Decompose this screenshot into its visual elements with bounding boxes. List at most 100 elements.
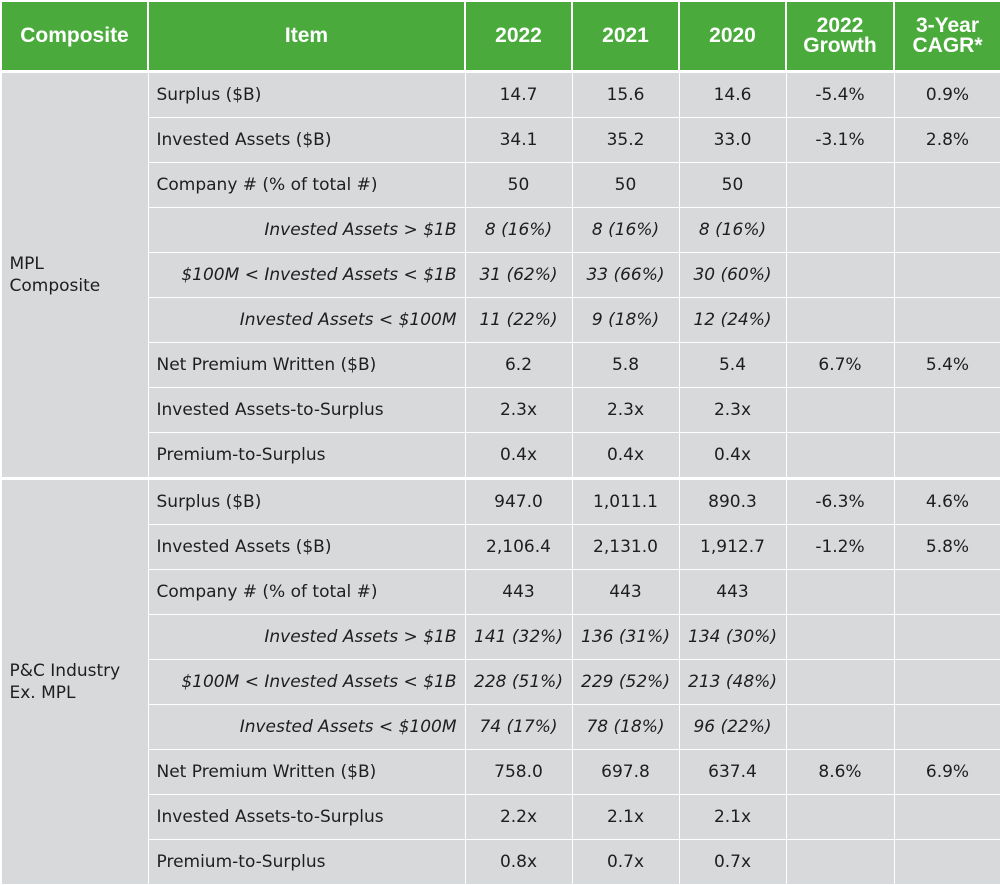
item-cell: Invested Assets > $1B: [147, 614, 466, 660]
table-row: MPL Composite Surplus ($B) 14.7 15.6 14.6 -5.…: [0, 70, 1000, 479]
item-cell: Net Premium Written ($B): [147, 342, 466, 388]
composite-group-label: MPL Composite: [0, 70, 149, 479]
cagr-3-year-cell: [893, 387, 1000, 433]
header-composite: Composite: [0, 0, 149, 73]
value-2021-cell: 2.3x: [571, 387, 680, 433]
header-2021: 2021: [571, 0, 680, 73]
header-row: Composite Item 2022 2021 2020 2022 Growt…: [0, 0, 1000, 73]
cagr-3-year-cell: [893, 794, 1000, 840]
value-2021-cell: 8 (16%): [571, 207, 680, 253]
table-row: $100M < Invested Assets < $1B 31 (62%) 33 …: [1, 252, 1000, 298]
value-2022-cell: 2.3x: [464, 387, 573, 433]
header-2020: 2020: [678, 0, 787, 73]
item-cell: $100M < Invested Assets < $1B: [147, 252, 466, 298]
value-2021-cell: 15.6: [571, 70, 680, 118]
table-body: MPL Composite Surplus ($B) 14.7 15.6 14.6 -5.…: [0, 70, 1000, 885]
growth-2022-cell: [785, 839, 895, 885]
value-2021-cell: 136 (31%): [571, 614, 680, 660]
value-2022-cell: 0.4x: [464, 432, 573, 479]
value-2022-cell: 6.2: [464, 342, 573, 388]
growth-2022-cell: [785, 207, 895, 253]
growth-2022-cell: -5.4%: [785, 70, 895, 118]
value-2020-cell: 5.4: [678, 342, 787, 388]
value-2020-cell: 14.6: [678, 70, 787, 118]
table-row: P&C Industry Ex. MPL Surplus ($B) 947.0 1,0…: [0, 477, 1000, 885]
value-2021-cell: 35.2: [571, 117, 680, 163]
value-2022-cell: 50: [464, 162, 573, 208]
table-row: Company # (% of total #) 50 50 50: [1, 162, 1000, 208]
growth-2022-cell: [785, 659, 895, 705]
value-2020-cell: 890.3: [678, 477, 787, 525]
cagr-3-year-cell: 2.8%: [893, 117, 1000, 163]
growth-2022-cell: [785, 569, 895, 615]
item-cell: Invested Assets < $100M: [147, 704, 466, 750]
value-2022-cell: 31 (62%): [464, 252, 573, 298]
value-2022-cell: 14.7: [464, 70, 573, 118]
value-2020-cell: 8 (16%): [678, 207, 787, 253]
value-2022-cell: 443: [464, 569, 573, 615]
item-cell: Invested Assets-to-Surplus: [147, 794, 466, 840]
table-row: Invested Assets-to-Surplus 2.3x 2.3x 2.3x: [1, 387, 1000, 433]
growth-2022-cell: -3.1%: [785, 117, 895, 163]
item-cell: Premium-to-Surplus: [147, 839, 466, 885]
value-2021-cell: 443: [571, 569, 680, 615]
growth-2022-cell: [785, 252, 895, 298]
value-2022-cell: 228 (51%): [464, 659, 573, 705]
value-2021-cell: 0.4x: [571, 432, 680, 479]
value-2022-cell: 34.1: [464, 117, 573, 163]
cagr-3-year-cell: [893, 297, 1000, 343]
value-2022-cell: 11 (22%): [464, 297, 573, 343]
cagr-3-year-cell: [893, 569, 1000, 615]
value-2020-cell: 33.0: [678, 117, 787, 163]
item-cell: Invested Assets > $1B: [147, 207, 466, 253]
table-row: Net Premium Written ($B) 758.0 697.8 637.4 8…: [1, 749, 1000, 795]
table-row: Net Premium Written ($B) 6.2 5.8 5.4 6.7% 5.4…: [1, 342, 1000, 388]
item-cell: Invested Assets ($B): [147, 524, 466, 570]
cagr-3-year-cell: [893, 432, 1000, 479]
value-2022-cell: 2,106.4: [464, 524, 573, 570]
table-row: $100M < Invested Assets < $1B 228 (51%) 22…: [1, 659, 1000, 705]
value-2021-cell: 697.8: [571, 749, 680, 795]
value-2021-cell: 2.1x: [571, 794, 680, 840]
item-cell: Invested Assets-to-Surplus: [147, 387, 466, 433]
table-row: Invested Assets > $1B 141 (32%) 136 (31%) 1…: [1, 614, 1000, 660]
value-2020-cell: 443: [678, 569, 787, 615]
growth-2022-cell: [785, 794, 895, 840]
header-item: Item: [147, 0, 466, 73]
cagr-3-year-cell: [893, 614, 1000, 660]
growth-2022-cell: [785, 297, 895, 343]
growth-2022-cell: 6.7%: [785, 342, 895, 388]
item-cell: Net Premium Written ($B): [147, 749, 466, 795]
item-cell: Surplus ($B): [147, 70, 466, 118]
cagr-3-year-cell: 5.4%: [893, 342, 1000, 388]
growth-2022-cell: [785, 387, 895, 433]
value-2020-cell: 637.4: [678, 749, 787, 795]
value-2022-cell: 0.8x: [464, 839, 573, 885]
cagr-3-year-cell: [893, 207, 1000, 253]
value-2020-cell: 30 (60%): [678, 252, 787, 298]
value-2020-cell: 12 (24%): [678, 297, 787, 343]
item-cell: Invested Assets < $100M: [147, 297, 466, 343]
value-2021-cell: 50: [571, 162, 680, 208]
header-2022-growth: 2022 Growth: [785, 0, 895, 73]
value-2021-cell: 78 (18%): [571, 704, 680, 750]
table-row: Invested Assets ($B) 2,106.4 2,131.0 1,912.…: [1, 524, 1000, 570]
growth-2022-cell: 8.6%: [785, 749, 895, 795]
value-2022-cell: 141 (32%): [464, 614, 573, 660]
item-cell: $100M < Invested Assets < $1B: [147, 659, 466, 705]
cagr-3-year-cell: [893, 704, 1000, 750]
value-2020-cell: 134 (30%): [678, 614, 787, 660]
table-row: Invested Assets > $1B 8 (16%) 8 (16%) 8 (16…: [1, 207, 1000, 253]
value-2021-cell: 33 (66%): [571, 252, 680, 298]
value-2021-cell: 229 (52%): [571, 659, 680, 705]
value-2021-cell: 1,011.1: [571, 477, 680, 525]
value-2020-cell: 0.4x: [678, 432, 787, 479]
table-row: Company # (% of total #) 443 443 443: [1, 569, 1000, 615]
value-2021-cell: 9 (18%): [571, 297, 680, 343]
growth-2022-cell: [785, 432, 895, 479]
value-2020-cell: 1,912.7: [678, 524, 787, 570]
growth-2022-cell: [785, 162, 895, 208]
cagr-3-year-cell: [893, 659, 1000, 705]
item-cell: Company # (% of total #): [147, 162, 466, 208]
growth-2022-cell: -6.3%: [785, 477, 895, 525]
